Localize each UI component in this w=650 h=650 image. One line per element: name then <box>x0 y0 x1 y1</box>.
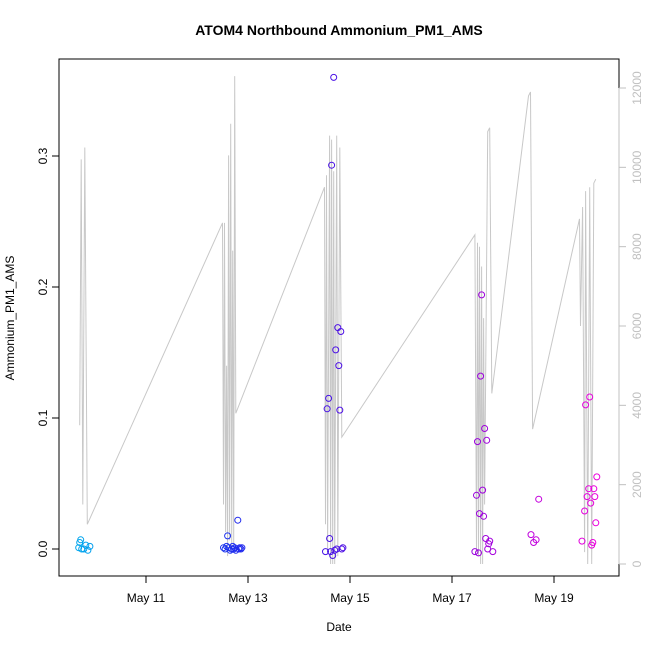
data-point <box>582 401 590 409</box>
y2-tick-label: 0 <box>630 560 644 567</box>
data-point <box>583 493 591 501</box>
x-tick-label: May 11 <box>127 591 166 605</box>
y-axis-right: 0 2000 4000 6000 8000 10000 12000 <box>618 71 644 567</box>
y2-tick-label: 6000 <box>630 312 644 339</box>
data-point <box>473 491 480 499</box>
data-point <box>338 545 346 553</box>
data-point <box>481 425 489 432</box>
data-point <box>581 507 589 515</box>
data-point <box>335 362 343 370</box>
y2-tick-label: 4000 <box>630 392 644 419</box>
data-point <box>587 499 595 507</box>
data-point <box>593 473 601 481</box>
data-point <box>234 516 242 524</box>
data-point <box>489 548 497 556</box>
y-axis-label: Ammonium_PM1_AMS <box>3 256 17 381</box>
data-point <box>527 531 535 539</box>
data-point <box>483 436 491 444</box>
data-point <box>238 544 246 552</box>
x-tick-label: May 15 <box>330 591 370 605</box>
data-point <box>236 544 244 552</box>
series-line-path <box>79 76 597 565</box>
x-tick-label: May 19 <box>534 591 574 605</box>
chart-title: ATOM4 Northbound Ammonium_PM1_AMS <box>195 22 483 38</box>
data-point <box>474 438 481 446</box>
data-point <box>591 493 599 501</box>
x-axis: May 11 May 13 May 15 May 17 May 19 <box>127 575 574 605</box>
data-point <box>478 291 486 299</box>
y-tick-label: 0.0 <box>36 540 50 557</box>
data-point <box>84 546 92 554</box>
data-point <box>326 535 334 542</box>
data-point <box>327 548 335 556</box>
data-point <box>330 73 338 81</box>
data-point <box>590 485 598 493</box>
data-point <box>486 537 494 545</box>
data-point <box>77 536 85 544</box>
data-point <box>535 495 543 503</box>
y2-tick-label: 12000 <box>630 71 644 105</box>
right-axis-series-line <box>79 76 597 565</box>
y-tick-label: 0.2 <box>36 278 50 295</box>
data-point <box>220 544 227 552</box>
data-point <box>471 548 479 556</box>
data-point <box>532 536 540 544</box>
data-point <box>337 328 345 335</box>
y-tick-label: 0.1 <box>36 409 50 426</box>
x-axis-label: Date <box>326 620 352 634</box>
data-point <box>235 545 243 553</box>
y2-tick-label: 10000 <box>630 150 644 184</box>
data-point <box>477 372 485 380</box>
data-point <box>336 406 344 414</box>
data-point <box>323 405 331 413</box>
data-point <box>589 539 597 546</box>
data-point <box>480 512 488 520</box>
scatter-points <box>75 73 601 559</box>
data-point <box>322 548 329 556</box>
data-point <box>578 537 586 545</box>
x-tick-label: May 13 <box>228 591 268 605</box>
data-point <box>224 532 232 540</box>
data-point <box>585 485 593 493</box>
data-point <box>80 545 88 553</box>
data-point <box>328 161 336 169</box>
data-point <box>332 346 340 354</box>
data-point <box>592 519 600 527</box>
data-point <box>86 542 94 550</box>
data-point <box>325 394 333 402</box>
data-point <box>331 546 339 554</box>
y2-tick-label: 8000 <box>630 233 644 260</box>
data-point <box>339 544 347 552</box>
x-tick-label: May 17 <box>432 591 472 605</box>
data-point <box>586 393 594 401</box>
y-tick-label: 0.3 <box>36 147 50 164</box>
data-point <box>479 486 487 494</box>
data-point <box>475 549 482 557</box>
data-point <box>237 545 245 553</box>
y2-tick-label: 2000 <box>630 471 644 498</box>
y-axis-left: 0.0 0.1 0.2 0.3 <box>36 147 60 557</box>
